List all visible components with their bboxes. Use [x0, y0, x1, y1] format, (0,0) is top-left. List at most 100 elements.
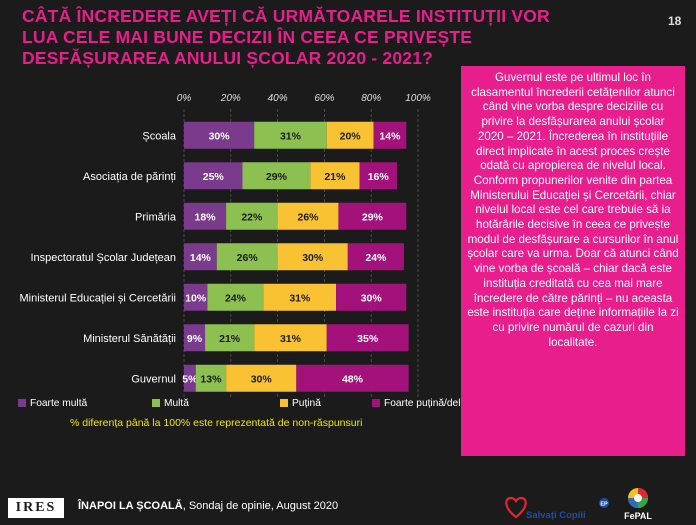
bar-value-label: 21% — [324, 171, 346, 183]
bar-segment — [277, 202, 339, 230]
legend-label: Foarte puțină/deloc — [384, 398, 472, 409]
bar-value-label: 5% — [182, 373, 198, 385]
heart-icon — [505, 496, 527, 519]
bar-segment — [216, 243, 278, 271]
legend-swatch — [280, 399, 288, 408]
x-tick-label: 20% — [220, 93, 241, 104]
bar-value-label: 20% — [340, 130, 362, 142]
bar-value-label: 26% — [237, 252, 259, 264]
chart-title: CÂTĂ ÎNCREDERE AVEȚI CĂ URMĂTOARELE INST… — [22, 6, 550, 68]
bar-value-label: 21% — [219, 333, 241, 345]
x-tick-label: 80% — [361, 93, 381, 104]
footer-title-bold: ÎNAPOI LA ȘCOALĂ — [78, 500, 183, 512]
bar-segment — [205, 324, 255, 352]
legend-swatch — [372, 399, 380, 408]
bar-segment — [254, 324, 327, 352]
category-label: Primăria — [135, 211, 177, 223]
bar-segment — [184, 162, 243, 190]
bar-segment — [184, 283, 208, 311]
bar-value-label: 30% — [361, 292, 383, 304]
bar-segment — [184, 324, 206, 352]
bar-value-label: 29% — [362, 211, 384, 223]
bar-value-label: 13% — [200, 373, 222, 385]
commentary-paragraph-2: Conform propunerilor venite din partea M… — [467, 173, 679, 349]
legend-item: Puțină — [280, 398, 321, 409]
category-labels: Școala Asociația de părinți Primăria Inspec… — [20, 130, 177, 385]
partner2-label: FePAL — [624, 511, 652, 521]
bar-value-label: 22% — [241, 211, 263, 223]
legend-swatch — [152, 399, 160, 408]
bar-value-label: 16% — [368, 171, 390, 183]
bar-segment — [184, 202, 227, 230]
legend-swatch — [18, 399, 26, 408]
bar-value-label: 9% — [187, 333, 203, 345]
bar-value-label: 30% — [302, 252, 324, 264]
bar-value-label: 14% — [190, 252, 212, 264]
legend-label: Multă — [164, 398, 189, 409]
commentary-panel: Guvernul este pe ultimul loc în clasamen… — [461, 66, 685, 456]
bar-segment — [296, 364, 409, 392]
bar-segment — [184, 243, 217, 271]
bar-segment — [373, 121, 407, 149]
non-response-note: % diferența până la 100% este reprezenta… — [70, 417, 363, 429]
category-label: Ministerul Sănătății — [83, 333, 176, 345]
bar-segment — [254, 121, 327, 149]
bar-segment — [326, 121, 374, 149]
x-tick-label: 0% — [177, 93, 192, 104]
bar-segment — [338, 202, 407, 230]
bar-value-label: 18% — [195, 211, 217, 223]
category-label: Guvernul — [131, 373, 176, 385]
salvati-copiii-logo: Salvați Copiii EP — [505, 496, 609, 521]
x-tick-label: 100% — [405, 93, 431, 104]
category-label: Ministerul Educației și Cercetării — [20, 292, 177, 304]
bar-segment — [226, 202, 278, 230]
bar-value-label: 24% — [225, 292, 247, 304]
bar-value-label: 25% — [203, 171, 225, 183]
category-label: Asociația de părinți — [83, 171, 176, 183]
bar-segment — [359, 162, 397, 190]
bars: 30% 31% 20% 14% 25% 29% 21% 16% 18% 22% 26% 29% 14% 2… — [182, 121, 409, 392]
bar-value-label: 31% — [280, 333, 302, 345]
bar-value-label: 24% — [365, 252, 387, 264]
stacked-bar-chart: 0% 20% 40% 60% 80% 100% Școala Asociația de pă… — [20, 93, 431, 399]
partner1-label: Salvați Copiii — [526, 510, 586, 521]
bar-segment — [326, 324, 409, 352]
bar-value-label: 30% — [209, 130, 231, 142]
partner1-badge: EP — [600, 502, 608, 508]
bar-value-label: 31% — [280, 130, 302, 142]
bar-segment — [195, 364, 227, 392]
bar-value-label: 35% — [357, 333, 379, 345]
ires-logo: IRES — [8, 498, 64, 518]
x-axis-ticks: 0% 20% 40% 60% 80% 100% — [177, 93, 431, 104]
category-label: Școala — [142, 130, 177, 142]
bar-value-label: 31% — [289, 292, 311, 304]
bar-segment — [242, 162, 311, 190]
bar-segment — [347, 243, 404, 271]
x-tick-label: 40% — [268, 93, 288, 104]
bar-segment — [277, 243, 348, 271]
bar-value-label: 14% — [379, 130, 401, 142]
legend-label: Puțină — [292, 398, 321, 409]
legend-item: Foarte puțină/deloc — [372, 398, 471, 409]
page-number: 18 — [668, 14, 682, 28]
bar-segment — [184, 364, 196, 392]
bar-segment — [336, 283, 407, 311]
category-label: Inspectoratul Școlar Județean — [30, 252, 176, 264]
bar-segment — [184, 121, 255, 149]
bar-segment — [263, 283, 337, 311]
bar-value-label: 48% — [342, 373, 364, 385]
footer-source: ÎNAPOI LA ȘCOALĂ, Sondaj de opinie, Augu… — [78, 500, 338, 512]
bar-value-label: 29% — [266, 171, 288, 183]
bar-segment — [207, 283, 264, 311]
commentary-paragraph-1: Guvernul este pe ultimul loc în clasamen… — [471, 71, 675, 173]
x-tick-label: 60% — [314, 93, 334, 104]
fepal-logo: FePAL — [624, 488, 652, 521]
bar-segment — [310, 162, 360, 190]
footer-title-rest: , Sondaj de opinie, August 2020 — [182, 500, 339, 512]
legend-item: Multă — [152, 398, 189, 409]
legend-label: Foarte multă — [30, 398, 88, 409]
legend-item: Foarte multă — [18, 398, 87, 409]
bar-value-label: 10% — [185, 292, 207, 304]
bar-segment — [226, 364, 297, 392]
bar-value-label: 26% — [298, 211, 320, 223]
